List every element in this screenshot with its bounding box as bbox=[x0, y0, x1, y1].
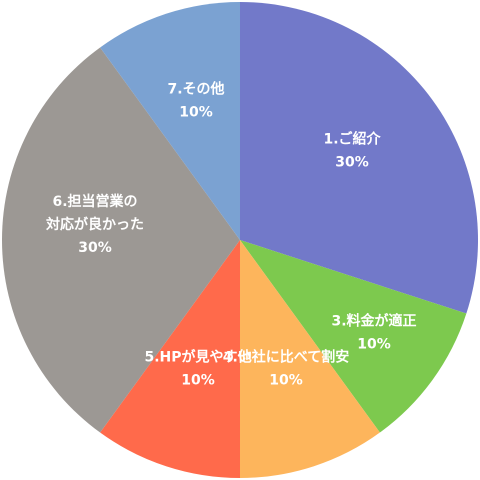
slice-label-2: 3.料金が適正 10% bbox=[331, 313, 416, 353]
slice-percent-label: 30% bbox=[335, 155, 369, 171]
slice-percent-label: 10% bbox=[269, 373, 303, 389]
slice-label-3: 4.他社に比べて割安 10% bbox=[223, 349, 350, 389]
slice-category-label: 対応が良かった bbox=[45, 216, 144, 233]
labels-layer: 1.ご紹介30%3.料金が適正10%4.他社に比べて割安10%5.HPが見やすい… bbox=[45, 81, 417, 389]
slice-percent-label: 10% bbox=[357, 337, 391, 353]
slice-category-label: 3.料金が適正 bbox=[331, 313, 416, 330]
pie-slice-6 bbox=[100, 2, 240, 240]
slice-label-4: 5.HPが見やすい 10% bbox=[144, 349, 251, 389]
slice-percent-label: 10% bbox=[179, 105, 213, 121]
pie-slice-5 bbox=[1, 47, 240, 433]
slice-label-6: 7.その他 10% bbox=[167, 81, 224, 121]
pie-slice-1 bbox=[240, 2, 478, 314]
slice-percent-label: 10% bbox=[181, 373, 215, 389]
slice-category-label: 5.HPが見やすい bbox=[144, 349, 251, 366]
slice-category-label: 1.ご紹介 bbox=[323, 131, 381, 148]
pie-slice-2 bbox=[240, 240, 467, 433]
pie-slice-4 bbox=[100, 240, 240, 478]
slice-label-1: 1.ご紹介 30% bbox=[323, 131, 381, 171]
slice-category-label: 4.他社に比べて割安 bbox=[223, 349, 350, 366]
pie-slice-3 bbox=[240, 240, 380, 478]
slice-percent-label: 30% bbox=[78, 240, 112, 256]
slice-category-label: 7.その他 bbox=[167, 81, 224, 98]
slice-category-label: 6.担当営業の bbox=[52, 193, 137, 210]
